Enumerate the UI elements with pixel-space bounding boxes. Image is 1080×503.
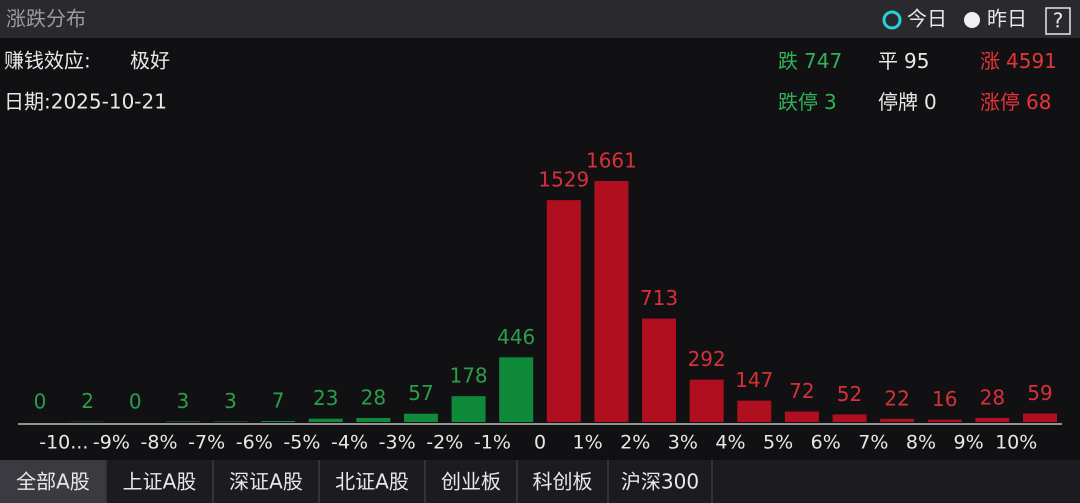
x-tick-label: 8% — [906, 432, 936, 454]
value-label: 2 — [81, 389, 94, 413]
x-tick-label: 4% — [715, 432, 745, 454]
tab[interactable]: 上证A股 — [123, 470, 197, 494]
x-tick-label: -5% — [283, 432, 320, 454]
header-title: 涨跌分布 — [6, 7, 86, 31]
x-tick-label: -9% — [93, 432, 130, 454]
x-tick-label: 10% — [995, 432, 1037, 454]
bar — [451, 396, 486, 422]
bar — [594, 181, 629, 422]
stat-label: 涨 — [980, 49, 1000, 73]
tab[interactable]: 全部A股 — [16, 470, 90, 494]
value-label: 178 — [449, 364, 487, 388]
stat-label: 平 — [878, 49, 898, 73]
stat: 停牌 0 — [878, 90, 937, 114]
x-tick-label: -4% — [331, 432, 368, 454]
radio-off[interactable] — [964, 12, 980, 28]
effect-label: 赚钱效应: — [4, 49, 91, 73]
x-tick-label: -6% — [236, 432, 273, 454]
x-tick-label: -8% — [141, 432, 178, 454]
x-tick-label: -2% — [426, 432, 463, 454]
value-label: 28 — [361, 385, 386, 409]
value-label: 57 — [408, 381, 433, 405]
value-label: 16 — [932, 387, 957, 411]
radio-label[interactable]: 昨日 — [987, 7, 1027, 31]
value-label: 23 — [313, 386, 338, 410]
x-tick-label: -3% — [379, 432, 416, 454]
tab-bar — [0, 460, 1080, 503]
value-label: 0 — [34, 390, 47, 414]
bar — [832, 414, 867, 422]
stat-label: 跌 — [778, 49, 798, 73]
stat-label: 涨停 — [980, 90, 1020, 114]
x-tick-label: -10... — [39, 432, 88, 454]
radio-on[interactable] — [882, 10, 902, 30]
radio-label[interactable]: 今日 — [907, 7, 947, 31]
bar — [403, 413, 438, 422]
value-label: 1529 — [538, 168, 589, 192]
x-tick-label: -7% — [188, 432, 225, 454]
value-label: 446 — [497, 325, 535, 349]
tab-selected[interactable] — [0, 460, 105, 503]
bar — [880, 418, 915, 422]
x-tick-label: 3% — [668, 432, 698, 454]
value-label: 28 — [980, 385, 1005, 409]
bar — [308, 418, 343, 422]
stat: 平 95 — [878, 49, 929, 73]
stat-value: 68 — [1026, 90, 1051, 114]
x-tick-label: 0 — [534, 432, 546, 454]
x-tick-label: 2% — [620, 432, 650, 454]
bar — [642, 318, 677, 422]
bar — [1023, 413, 1057, 422]
value-label: 72 — [789, 379, 814, 403]
stat-value: 95 — [904, 49, 929, 73]
tab[interactable]: 沪深300 — [621, 470, 699, 494]
x-tick-label: 5% — [763, 432, 793, 454]
bar — [356, 417, 391, 422]
value-label: 22 — [884, 386, 909, 410]
bar — [546, 200, 581, 422]
x-tick-label: 6% — [811, 432, 841, 454]
value-label: 0 — [129, 390, 142, 414]
value-label: 52 — [837, 382, 862, 406]
stat: 涨停 68 — [980, 90, 1051, 114]
bar — [689, 379, 724, 422]
x-tick-label: 9% — [953, 432, 983, 454]
bar — [499, 357, 534, 422]
value-label: 292 — [688, 347, 726, 371]
x-tick-label: 7% — [858, 432, 888, 454]
bar — [737, 400, 772, 422]
stat-label: 停牌 — [878, 90, 918, 114]
stat-value: 0 — [924, 90, 937, 114]
stat-label: 跌停 — [778, 90, 818, 114]
value-label: 147 — [735, 368, 773, 392]
stat: 涨 4591 — [980, 49, 1057, 73]
bar — [784, 411, 819, 422]
tab[interactable]: 创业板 — [441, 470, 501, 494]
tab[interactable]: 科创板 — [533, 470, 593, 494]
x-tick-label: 1% — [573, 432, 603, 454]
effect-value: 极好 — [130, 49, 170, 73]
stat-value: 3 — [824, 90, 837, 114]
bar — [975, 417, 1010, 422]
value-label: 3 — [176, 389, 189, 413]
stat: 跌停 3 — [778, 90, 837, 114]
value-label: 1661 — [586, 149, 637, 173]
bar — [927, 419, 962, 422]
tab[interactable]: 深证A股 — [229, 470, 303, 494]
value-label: 59 — [1027, 381, 1052, 405]
value-label: 3 — [224, 389, 237, 413]
tab[interactable]: 北证A股 — [335, 470, 409, 494]
help-icon[interactable]: ? — [1053, 9, 1064, 33]
x-tick-label: -1% — [474, 432, 511, 454]
date: 日期:2025-10-21 — [4, 90, 167, 114]
stat-value: 747 — [804, 49, 842, 73]
value-label: 713 — [640, 286, 678, 310]
bar — [261, 420, 296, 422]
help-button[interactable] — [1045, 7, 1071, 35]
stat-value: 4591 — [1006, 49, 1057, 73]
value-label: 7 — [272, 388, 285, 412]
stat: 跌 747 — [778, 49, 842, 73]
